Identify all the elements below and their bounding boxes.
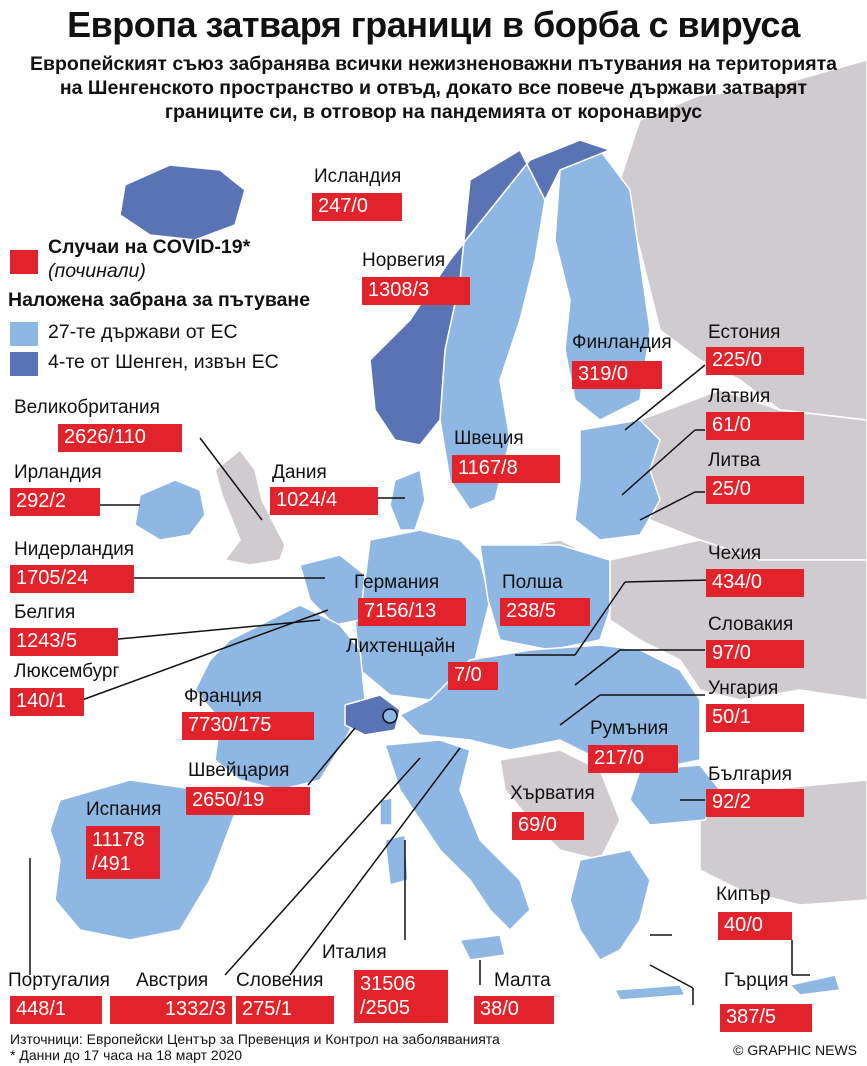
country-value-luxembourg: 140/1 — [10, 688, 84, 716]
land-denmark — [389, 468, 426, 531]
country-value-uk: 2626/110 — [58, 424, 182, 452]
country-value-estonia: 225/0 — [706, 347, 804, 375]
country-name-malta: Малта — [494, 970, 551, 991]
country-value-italy: 31506 /2505 — [354, 970, 448, 1023]
data-note: * Данни до 17 часа на 18 март 2020 — [10, 1047, 243, 1063]
land-sicily — [458, 934, 506, 961]
land-crete — [613, 984, 687, 1001]
country-name-liechtenstein: Лихтенщайн — [346, 636, 456, 657]
land-iceland — [119, 164, 246, 241]
country-value-greece: 387/5 — [720, 1004, 812, 1032]
country-value-poland: 238/5 — [500, 598, 590, 626]
country-name-portugal: Португалия — [8, 970, 110, 991]
land-baltics — [574, 419, 661, 541]
country-name-switzerland: Швейцария — [188, 760, 290, 781]
legend-cases-swatch — [10, 250, 38, 274]
country-value-malta: 38/0 — [474, 996, 554, 1024]
country-name-germany: Германия — [354, 572, 440, 593]
land-italy — [383, 739, 531, 932]
sources-footer: Източници: Европейски Център за Превенци… — [10, 1031, 500, 1063]
country-value-sweden: 1167/8 — [452, 455, 560, 483]
country-name-finland: Финландия — [572, 332, 672, 353]
country-value-hungary: 50/1 — [706, 704, 804, 732]
land-uk — [214, 448, 286, 566]
country-name-norway: Норвегия — [362, 250, 446, 271]
country-name-slovenia: Словения — [236, 970, 324, 991]
legend-schengen-label: 4-те от Шенген, извън ЕС — [48, 351, 279, 373]
land-greece — [569, 849, 651, 961]
country-value-iceland: 247/0 — [312, 193, 402, 221]
land-sardinia — [384, 834, 409, 886]
country-name-sweden: Швеция — [454, 428, 524, 449]
land-switzerland — [344, 694, 401, 736]
country-value-slovakia: 97/0 — [706, 640, 804, 668]
sources-text: Източници: Европейски Център за Превенци… — [10, 1031, 500, 1047]
country-value-norway: 1308/3 — [362, 277, 470, 305]
country-name-romania: Румъния — [590, 718, 669, 739]
country-value-croatia: 69/0 — [512, 812, 584, 840]
country-name-denmark: Дания — [272, 462, 327, 483]
page-subtitle: Европейският съюз забранява всички нежиз… — [30, 53, 837, 123]
country-value-belgium: 1243/5 — [10, 628, 118, 656]
country-name-luxembourg: Люксембург — [14, 661, 120, 682]
land-norway — [369, 139, 613, 446]
country-value-bulgaria: 92/2 — [706, 789, 804, 817]
legend-schengen-swatch — [10, 352, 38, 376]
land-cyprus — [788, 974, 842, 996]
country-value-france: 7730/175 — [182, 712, 314, 740]
credit-text: © GRAPHIC NEWS — [733, 1042, 857, 1058]
liechtenstein-marker — [382, 708, 398, 724]
country-name-spain: Испания — [86, 799, 162, 820]
country-value-latvia: 61/0 — [706, 412, 804, 440]
country-name-netherlands: Нидерландия — [14, 539, 135, 560]
country-value-austria: 1332/3 — [110, 996, 232, 1024]
country-value-romania: 217/0 — [588, 745, 678, 773]
country-value-ireland: 292/2 — [10, 488, 100, 516]
land-bulgaria — [629, 764, 721, 826]
country-name-poland: Полша — [502, 572, 563, 593]
land-france — [194, 604, 366, 791]
country-name-czechia: Чехия — [708, 543, 762, 564]
leader-lines — [29, 364, 810, 1005]
country-name-lithuania: Литва — [708, 450, 761, 471]
legend-cases-label: Случаи на COVID-19* — [48, 236, 251, 258]
country-name-italy: Италия — [322, 942, 387, 963]
country-value-czechia: 434/0 — [706, 569, 804, 597]
country-name-slovakia: Словакия — [708, 614, 794, 635]
country-name-iceland: Исландия — [314, 166, 402, 187]
country-name-austria: Австрия — [136, 970, 209, 991]
legend-deaths-label: (починали) — [48, 260, 146, 282]
legend-ban-title: Наложена забрана за пътуване — [8, 289, 311, 311]
country-value-denmark: 1024/4 — [270, 487, 378, 515]
country-value-spain: 11178 /491 — [86, 826, 160, 879]
country-name-cyprus: Кипър — [716, 884, 771, 905]
country-value-lithuania: 25/0 — [706, 476, 804, 504]
country-name-uk: Великобритания — [14, 397, 160, 418]
schengen-land — [119, 139, 613, 736]
page-title: Европа затваря граници в борба с вируса — [67, 4, 800, 45]
country-name-ireland: Ирландия — [14, 462, 102, 483]
country-name-belgium: Белгия — [14, 602, 76, 623]
country-value-cyprus: 40/0 — [718, 912, 792, 940]
country-value-portugal: 448/1 — [10, 996, 102, 1024]
country-name-estonia: Естония — [708, 322, 781, 343]
country-value-liechtenstein: 7/0 — [448, 662, 498, 690]
legend-eu-label: 27-те държави от ЕС — [48, 321, 238, 343]
land-finland — [554, 149, 651, 421]
country-name-latvia: Латвия — [708, 386, 771, 407]
country-name-croatia: Хърватия — [510, 783, 595, 804]
land-corsica — [379, 797, 393, 826]
legend-eu-swatch — [10, 322, 38, 346]
country-value-slovenia: 275/1 — [236, 996, 334, 1024]
country-value-switzerland: 2650/19 — [186, 787, 310, 815]
land-ireland — [134, 479, 206, 541]
country-name-france: Франция — [184, 686, 262, 707]
country-name-hungary: Унгария — [708, 678, 779, 699]
country-value-netherlands: 1705/24 — [10, 565, 134, 593]
country-name-greece: Гърция — [724, 970, 789, 991]
country-value-germany: 7156/13 — [358, 598, 466, 626]
country-name-bulgaria: България — [708, 764, 792, 785]
country-value-finland: 319/0 — [572, 361, 662, 389]
